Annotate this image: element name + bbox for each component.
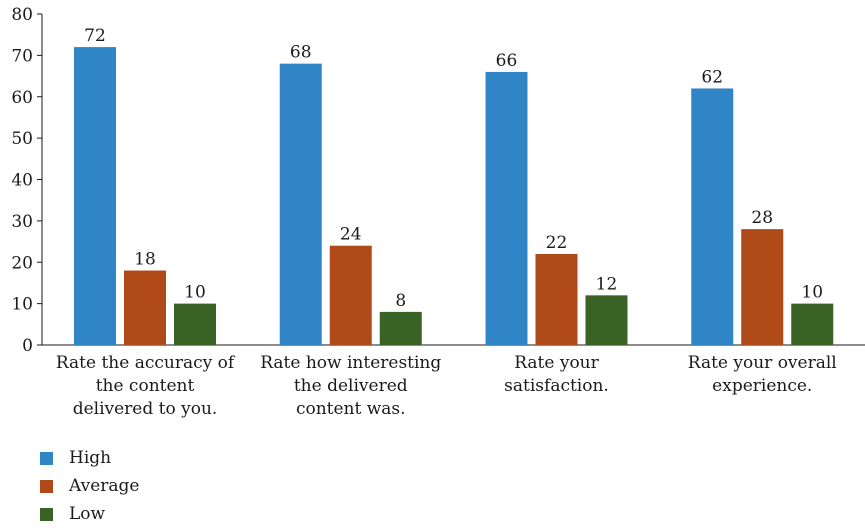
legend: High Average Low — [40, 444, 139, 528]
x-category-label: Rate your overall experience. — [688, 353, 837, 396]
y-tick-label: 10 — [11, 295, 33, 315]
y-tick-label: 60 — [11, 88, 33, 108]
y-tick-label: 80 — [11, 5, 33, 25]
bar-low — [174, 303, 216, 345]
bar-low — [585, 295, 628, 345]
data-label: 68 — [290, 43, 312, 63]
bar-high — [691, 88, 734, 345]
bar-average — [741, 229, 784, 345]
data-label: 10 — [184, 283, 206, 303]
y-tick-label: 30 — [11, 212, 33, 232]
y-tick-label: 0 — [22, 336, 33, 356]
x-category-label-line: content was. — [296, 399, 406, 419]
y-tick-label: 70 — [11, 46, 33, 66]
data-label: 24 — [340, 225, 362, 245]
data-label: 12 — [596, 274, 618, 294]
legend-label-high: High — [69, 448, 112, 468]
data-label: 10 — [801, 283, 823, 303]
legend-label-average: Average — [69, 476, 140, 496]
bar-average — [124, 270, 166, 345]
x-category-label: Rate your satisfaction. — [504, 353, 609, 396]
x-category-label-line: experience. — [712, 376, 812, 396]
y-tick-label: 50 — [11, 129, 33, 149]
data-label: 18 — [134, 250, 156, 270]
bar-low — [379, 311, 422, 345]
y-tick-label: 20 — [11, 253, 33, 273]
x-category-label-line: Rate how interesting — [260, 353, 441, 373]
x-category-label-line: delivered to you. — [73, 399, 218, 419]
x-category-label-line: the content — [96, 376, 195, 396]
legend-swatch-average — [40, 479, 53, 493]
data-label: 66 — [496, 51, 518, 71]
bar-low — [791, 303, 834, 345]
legend-label-low: Low — [69, 504, 106, 524]
legend-item-average: Average — [40, 472, 139, 500]
bar-average — [329, 245, 372, 345]
legend-swatch-high — [40, 451, 53, 465]
data-label: 8 — [395, 291, 406, 311]
legend-item-high: High — [40, 444, 139, 472]
x-category-label-line: satisfaction. — [504, 376, 609, 396]
legend-swatch-low — [40, 507, 53, 521]
x-category-label: Rate how interesting the delivered content… — [260, 353, 441, 419]
data-label: 22 — [546, 233, 568, 253]
data-label: 62 — [701, 67, 723, 87]
bar-high — [485, 71, 528, 346]
bar-average — [535, 253, 578, 345]
x-category-label-line: Rate your overall — [688, 353, 837, 373]
x-category-label-line: Rate the accuracy of — [56, 353, 236, 373]
data-label: 72 — [84, 26, 106, 46]
x-category-label-line: the delivered — [294, 376, 408, 396]
data-label: 28 — [751, 208, 773, 228]
bar-high — [279, 63, 322, 346]
legend-item-low: Low — [40, 500, 139, 528]
bar-high — [74, 47, 116, 345]
y-tick-label: 40 — [11, 171, 33, 191]
x-category-label-line: Rate your — [514, 353, 599, 373]
x-category-label: Rate the accuracy of the content delivered… — [56, 353, 236, 419]
